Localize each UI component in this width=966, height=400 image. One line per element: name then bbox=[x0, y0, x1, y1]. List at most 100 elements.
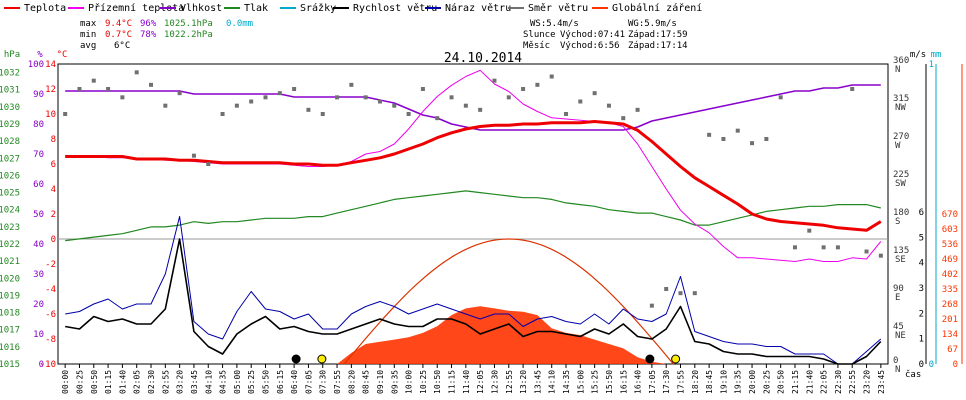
wind-direction-point bbox=[578, 99, 583, 104]
x-tick-label: 02:05 bbox=[133, 370, 142, 394]
percent-tick: 100 bbox=[28, 60, 44, 70]
celsius-tick: 10 bbox=[45, 110, 56, 120]
radiation-tick: 402 bbox=[942, 270, 958, 280]
stat-max-rain: 0.0mm bbox=[226, 19, 253, 29]
x-tick-label: 19:35 bbox=[734, 370, 743, 394]
x-tick-label: 06:40 bbox=[290, 370, 299, 394]
ms-tick: 0 bbox=[919, 360, 924, 370]
percent-tick: 0 bbox=[39, 360, 44, 370]
hpa-tick: 1015 bbox=[0, 360, 20, 370]
hpa-tick: 1027 bbox=[0, 154, 20, 164]
direction-tick: 0 bbox=[893, 356, 898, 366]
wind-direction-point bbox=[420, 87, 425, 91]
direction-tick: 315 bbox=[893, 94, 909, 104]
direction-tick: 135 bbox=[893, 246, 909, 256]
sun-set-marker bbox=[671, 354, 681, 364]
direction-tick: 90 bbox=[893, 284, 904, 294]
legend-label: Globální záření bbox=[612, 2, 702, 14]
stat-max-temp: 9.4°C bbox=[105, 19, 132, 29]
percent-tick: 20 bbox=[33, 300, 44, 310]
hpa-tick: 1019 bbox=[0, 291, 20, 301]
percent-tick: 60 bbox=[33, 180, 44, 190]
wind-direction-point bbox=[750, 141, 755, 146]
wind-direction-point bbox=[721, 137, 726, 141]
direction-tick: N bbox=[895, 65, 900, 75]
moon-set-marker bbox=[645, 354, 655, 364]
stat-max-humidity: 96% bbox=[140, 19, 157, 29]
percent-tick: 70 bbox=[33, 150, 44, 160]
x-tick-label: 15:50 bbox=[605, 370, 614, 394]
series-rychlost-vetru bbox=[65, 238, 882, 365]
wind-direction-point bbox=[621, 116, 626, 121]
x-tick-label: 07:05 bbox=[304, 370, 313, 394]
radiation-tick: 670 bbox=[942, 210, 958, 220]
x-tick-label: 02:30 bbox=[147, 370, 156, 394]
hpa-unit: hPa bbox=[4, 50, 20, 60]
x-tick-label: 15:25 bbox=[591, 370, 600, 394]
ms-tick: 3 bbox=[919, 284, 924, 294]
direction-tick: 225 bbox=[893, 170, 909, 180]
hpa-tick: 1028 bbox=[0, 137, 20, 147]
moon-rise-marker bbox=[291, 354, 301, 364]
x-tick-label: 05:25 bbox=[247, 370, 256, 394]
x-tick-label: 09:10 bbox=[376, 370, 385, 394]
celsius-tick: 2 bbox=[51, 210, 56, 220]
wind-direction-point bbox=[778, 95, 783, 100]
x-tick-label: 17:30 bbox=[662, 370, 671, 394]
wind-direction-point bbox=[735, 128, 740, 133]
legend-label: Náraz větru bbox=[445, 2, 511, 14]
wind-direction-point bbox=[850, 87, 855, 91]
wind-direction-point bbox=[807, 228, 812, 233]
x-tick-label: 15:00 bbox=[576, 370, 585, 394]
wind-direction-point bbox=[220, 112, 225, 116]
x-tick-label: 01:40 bbox=[118, 370, 127, 394]
wind-direction-point bbox=[606, 103, 611, 108]
mm-tick: 0 bbox=[929, 360, 934, 370]
wind-direction-point bbox=[177, 91, 182, 96]
series-globalni-zareni bbox=[65, 306, 881, 364]
wind-direction-point bbox=[821, 245, 826, 250]
stat-max-label: max bbox=[80, 19, 97, 29]
celsius-tick: 12 bbox=[45, 85, 56, 95]
legend-label: Rychlost větru bbox=[353, 2, 437, 14]
x-tick-label: 22:55 bbox=[848, 370, 857, 394]
moon-label: Měsíc bbox=[523, 41, 550, 51]
wind-direction-point bbox=[263, 95, 268, 100]
sun-rise: Východ:07:41 bbox=[560, 30, 625, 40]
series-vlhkost bbox=[65, 84, 881, 131]
direction-tick: E bbox=[895, 293, 900, 303]
wind-direction-point bbox=[864, 249, 869, 254]
hpa-tick: 1026 bbox=[0, 171, 20, 181]
wind-direction-point bbox=[707, 132, 712, 137]
celsius-tick: -4 bbox=[45, 285, 56, 295]
legend-label: Směr větru bbox=[528, 2, 588, 14]
wind-direction-point bbox=[506, 95, 511, 100]
wind-direction-point bbox=[106, 87, 111, 91]
ms-unit: m/s bbox=[910, 50, 926, 60]
x-tick-label: 08:45 bbox=[362, 370, 371, 394]
x-tick-label: 03:20 bbox=[176, 370, 185, 394]
radiation-tick: 67 bbox=[947, 345, 958, 355]
x-tick-label: 10:25 bbox=[419, 370, 428, 394]
hpa-tick: 1024 bbox=[0, 206, 20, 216]
x-tick-label: 23:45 bbox=[877, 370, 886, 394]
wind-direction-point bbox=[392, 103, 397, 108]
ms-tick: 5 bbox=[919, 233, 924, 243]
stat-avg-temp: 6°C bbox=[114, 41, 130, 51]
direction-tick: 270 bbox=[893, 132, 909, 142]
x-tick-label: 20:25 bbox=[762, 370, 771, 394]
wind-direction-point bbox=[564, 112, 569, 116]
percent-tick: 10 bbox=[33, 330, 44, 340]
wind-direction-point bbox=[692, 291, 697, 296]
celsius-tick: 6 bbox=[51, 160, 56, 170]
wind-direction-point bbox=[120, 95, 125, 100]
sun-rise-marker bbox=[317, 354, 327, 364]
x-tick-label: 21:40 bbox=[805, 370, 814, 394]
x-tick-label: 18:20 bbox=[691, 370, 700, 394]
x-tick-label: 09:35 bbox=[390, 370, 399, 394]
x-tick-label: 02:55 bbox=[161, 370, 170, 394]
radiation-tick: 469 bbox=[942, 255, 958, 265]
wind-direction-point bbox=[320, 112, 325, 116]
